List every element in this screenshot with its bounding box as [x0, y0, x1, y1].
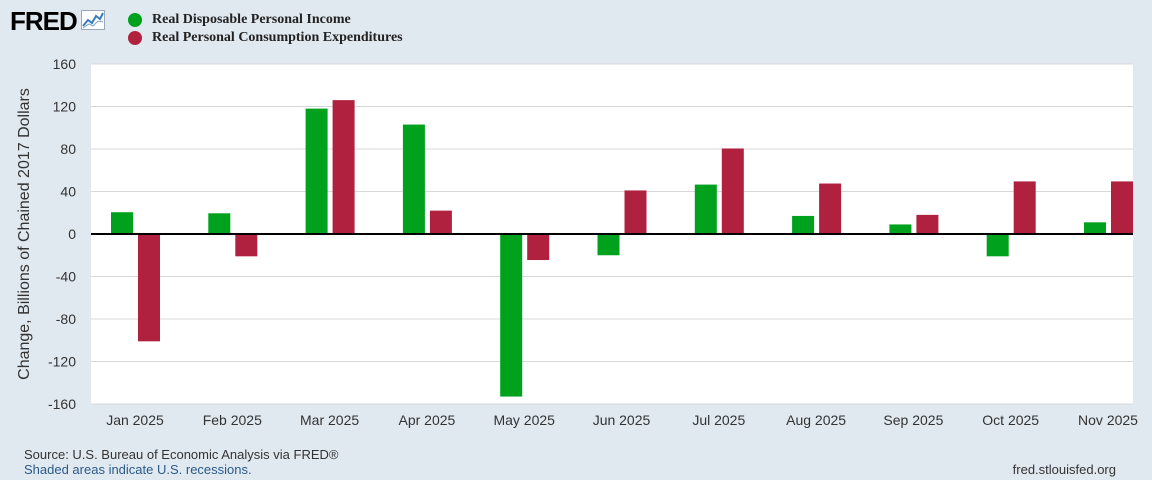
bar-income-aug-2025[interactable]	[792, 215, 815, 234]
x-tick-label: Jun 2025	[593, 412, 651, 428]
x-tick-label: Aug 2025	[786, 412, 846, 428]
bar-consumption-sep-2025[interactable]	[916, 214, 939, 234]
legend-item-income[interactable]: Real Disposable Personal Income	[128, 12, 351, 28]
x-tick-label: Feb 2025	[203, 412, 262, 428]
legend-label-consumption: Real Personal Consumption Expenditures	[152, 30, 403, 45]
bar-income-apr-2025[interactable]	[402, 124, 425, 234]
bar-income-jul-2025[interactable]	[694, 184, 717, 234]
recessions-note: Shaded areas indicate U.S. recessions.	[24, 462, 252, 477]
bar-consumption-mar-2025[interactable]	[332, 100, 355, 234]
fred-logo[interactable]: FRED	[10, 6, 105, 37]
bar-income-jan-2025[interactable]	[111, 212, 133, 234]
x-tick-label: Apr 2025	[398, 412, 455, 428]
site-link[interactable]: fred.stlouisfed.org	[1012, 462, 1116, 477]
bar-income-may-2025[interactable]	[500, 234, 523, 397]
bar-consumption-nov-2025[interactable]	[1111, 181, 1133, 234]
y-tick-label: -160	[48, 396, 76, 412]
gridlines	[91, 63, 1133, 405]
x-tick-label: Mar 2025	[300, 412, 359, 428]
x-tick-label: Oct 2025	[982, 412, 1039, 428]
bar-income-feb-2025[interactable]	[208, 213, 231, 234]
y-tick-label: -120	[48, 354, 76, 370]
legend-swatch-income	[128, 13, 142, 27]
y-tick-label: 80	[60, 141, 76, 157]
bar-consumption-aug-2025[interactable]	[819, 183, 842, 234]
legend-label-income: Real Disposable Personal Income	[152, 12, 351, 27]
bar-income-nov-2025[interactable]	[1084, 222, 1106, 234]
bar-consumption-jan-2025[interactable]	[138, 234, 160, 342]
legend-item-consumption[interactable]: Real Personal Consumption Expenditures	[128, 30, 403, 46]
y-tick-label: -80	[56, 311, 76, 327]
trend-line-icon	[80, 6, 105, 37]
bar-consumption-apr-2025[interactable]	[429, 210, 452, 234]
x-tick-label: Jul 2025	[692, 412, 745, 428]
bar-income-oct-2025[interactable]	[986, 234, 1009, 257]
bars	[111, 100, 1133, 397]
fred-logo-text: FRED	[10, 6, 78, 36]
y-tick-label: 0	[68, 226, 76, 242]
x-tick-label: Jan 2025	[106, 412, 164, 428]
bar-income-mar-2025[interactable]	[305, 108, 328, 234]
x-axis-ticks: Jan 2025 Feb 2025 Mar 2025 Apr 2025 May 2025…	[106, 412, 1138, 428]
bar-consumption-feb-2025[interactable]	[235, 234, 258, 257]
x-tick-label: Nov 2025	[1078, 412, 1138, 428]
y-tick-label: 40	[60, 184, 76, 200]
x-tick-label: May 2025	[493, 412, 555, 428]
y-tick-label: -40	[56, 269, 76, 285]
y-axis-ticks: 160 120 80 40 0 -40 -80 -120 -160	[48, 56, 76, 412]
bar-chart: 160 120 80 40 0 -40 -80 -120 -160 Jan 2025 Feb 20…	[16, 56, 1138, 428]
legend-swatch-consumption	[128, 31, 142, 45]
bar-income-sep-2025[interactable]	[889, 224, 912, 234]
y-axis-label: Change, Billions of Chained 2017 Dollars	[16, 88, 33, 380]
y-tick-label: 160	[53, 56, 77, 72]
bar-income-jun-2025[interactable]	[597, 234, 620, 256]
bar-consumption-jul-2025[interactable]	[721, 148, 744, 234]
y-tick-label: 120	[53, 99, 77, 115]
x-tick-label: Sep 2025	[883, 412, 943, 428]
bar-consumption-jun-2025[interactable]	[624, 190, 647, 234]
bar-consumption-may-2025[interactable]	[527, 234, 550, 261]
source-note: Source: U.S. Bureau of Economic Analysis…	[24, 447, 339, 462]
bar-consumption-oct-2025[interactable]	[1013, 181, 1036, 234]
